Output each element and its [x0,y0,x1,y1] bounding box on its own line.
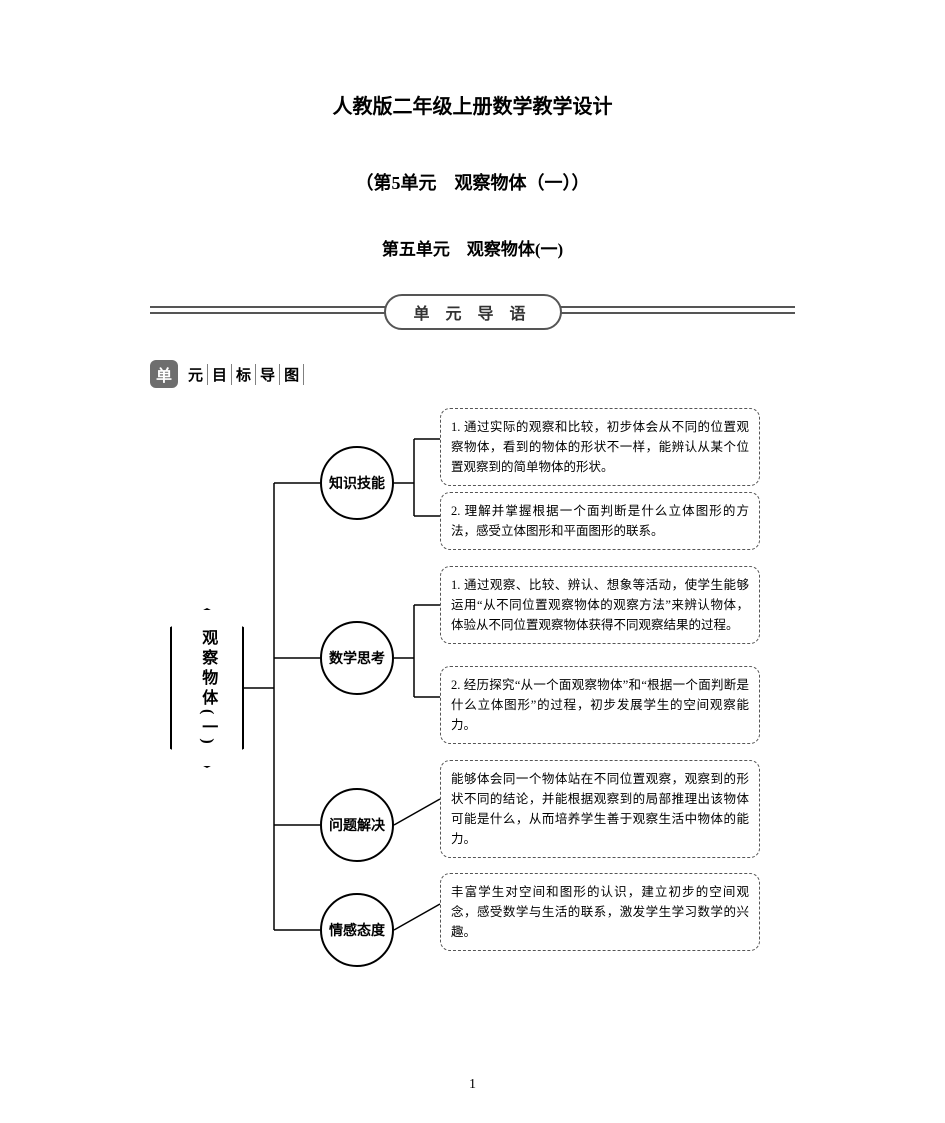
objective-diagram: 观察物体(一) 知识技能数学思考问题解决情感态度 1. 通过实际的观察和比较，初步体… [150,408,795,968]
leaf-box: 丰富学生对空间和图形的认识，建立初步的空间观念，感受数学与生活的联系，激发学生学… [440,873,760,951]
leaf-box: 1. 通过实际的观察和比较，初步体会从不同的位置观察物体，看到的物体的形状不一样… [440,408,760,486]
category-node: 问题解决 [320,788,394,862]
category-node: 知识技能 [320,446,394,520]
main-title: 人教版二年级上册数学教学设计 [150,90,795,119]
leaf-box: 2. 理解并掌握根据一个面判断是什么立体图形的方法，感受立体图形和平面图形的联系… [440,492,760,550]
section-char: 标 [232,364,256,385]
section-label: 单 元目标导图 [150,360,795,388]
section-badge: 单 [150,360,178,388]
category-node: 数学思考 [320,621,394,695]
section-char: 元 [184,364,208,385]
section-char: 目 [208,364,232,385]
unit-title: 第五单元 观察物体(一) [150,235,795,260]
root-node: 观察物体(一) [170,608,244,768]
leaf-box: 1. 通过观察、比较、辨认、想象等活动，使学生能够运用“从不同位置观察物体的观察… [440,566,760,644]
banner: 单 元 导 语 [150,290,795,330]
section-chars: 元目标导图 [184,364,304,385]
leaf-box: 2. 经历探究“从一个面观察物体”和“根据一个面判断是什么立体图形”的过程，初步… [440,666,760,744]
section-char: 图 [280,364,304,385]
leaf-box: 能够体会同一个物体站在不同位置观察，观察到的形状不同的结论，并能根据观察到的局部… [440,760,760,858]
section-char: 导 [256,364,280,385]
sub-title: （第5单元 观察物体（一）） [150,169,795,195]
banner-label: 单 元 导 语 [383,294,561,330]
page-number: 1 [469,1077,476,1093]
category-node: 情感态度 [320,893,394,967]
